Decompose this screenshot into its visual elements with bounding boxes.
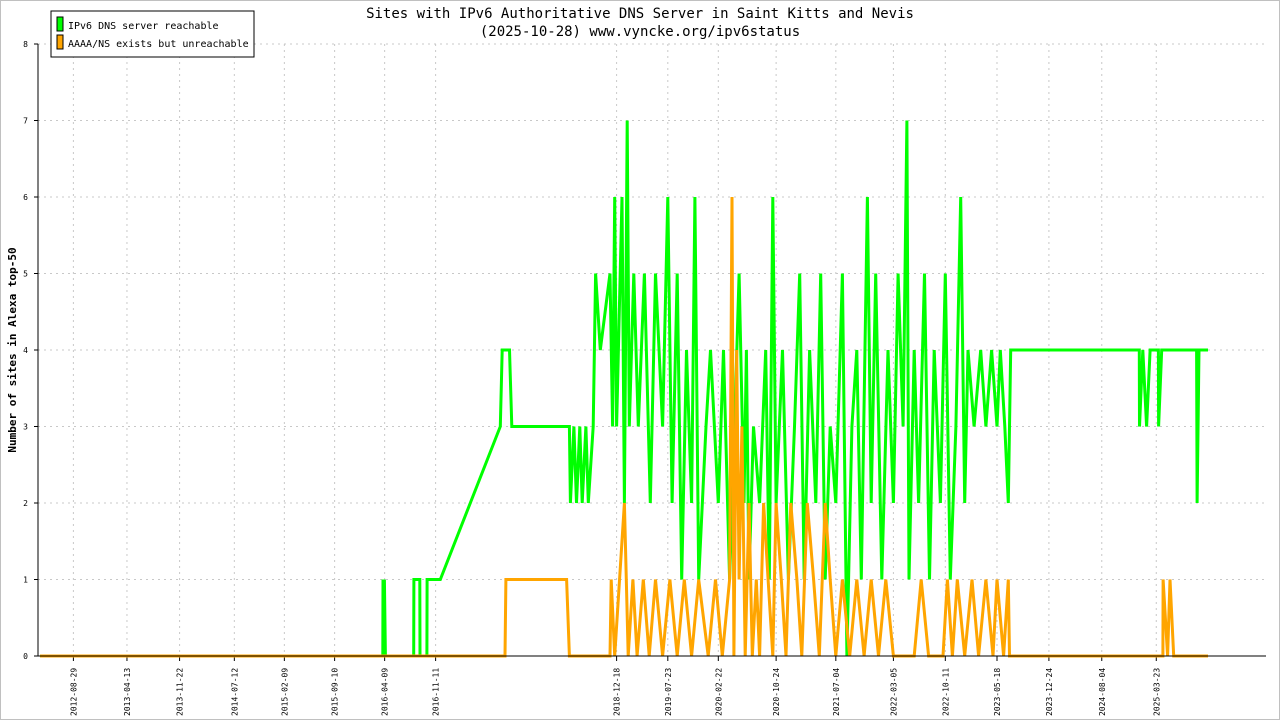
plot-axes [37,44,1266,657]
legend-swatch-unreachable [56,34,64,50]
x-tick-label: 2019-07-23 [664,668,673,716]
x-tick-label: 2015-02-09 [280,668,289,716]
x-tick-label: 2013-11-22 [176,668,185,716]
x-tick-label: 2014-07-12 [230,668,239,716]
y-tick-label: 4 [23,346,28,355]
chart-subtitle: (2025-10-28) www.vyncke.org/ipv6status [480,24,800,40]
x-tick-label: 2012-08-29 [69,668,78,716]
legend-label-reachable: IPv6 DNS server reachable [68,21,219,32]
x-tick-label: 2016-11-11 [432,668,441,716]
y-tick-label: 1 [23,576,28,585]
legend-label-unreachable: AAAA/NS exists but unreachable [68,39,249,50]
y-tick-label: 7 [23,117,28,126]
x-tick-label: 2020-02-22 [714,668,723,716]
y-axis-label: Number of sites in Alexa top-50 [6,247,19,452]
chart-title: Sites with IPv6 Authoritative DNS Server… [366,6,914,22]
x-tick-label: 2023-05-18 [993,668,1002,716]
y-tick-label: 2 [23,499,28,508]
y-tick-label: 3 [23,423,28,432]
series-line-unreachable [40,196,1208,658]
x-tick-label: 2024-08-04 [1098,668,1107,716]
x-tick-label: 2016-04-09 [381,668,390,716]
x-tick-label: 2020-10-24 [772,668,781,716]
x-axis-ticks: 2012-08-29 2013-04-13 2013-11-22 2014-07-12… [69,656,1161,716]
y-tick-label: 5 [23,270,28,279]
x-tick-label: 2023-12-24 [1045,668,1054,716]
x-tick-label: 2015-09-10 [331,668,340,716]
y-tick-label: 0 [23,652,28,661]
series-lines [40,120,1208,658]
x-tick-label: 2018-12-18 [613,668,622,716]
legend-box [50,10,255,58]
x-tick-label: 2022-10-11 [941,668,950,716]
x-tick-label: 2022-03-05 [889,668,898,716]
x-tick-label: 2025-03-23 [1152,668,1161,716]
x-tick-label: 2013-04-13 [123,668,132,716]
x-tick-label: 2021-07-04 [832,668,841,716]
legend-swatch-reachable [56,16,64,32]
y-tick-label: 6 [23,193,28,202]
legend: IPv6 DNS server reachable AAAA/NS exists… [50,10,255,58]
y-tick-label: 8 [23,40,28,49]
series-line-reachable [40,120,1208,658]
y-axis-ticks: 0 1 2 3 4 5 6 7 8 [23,40,38,661]
